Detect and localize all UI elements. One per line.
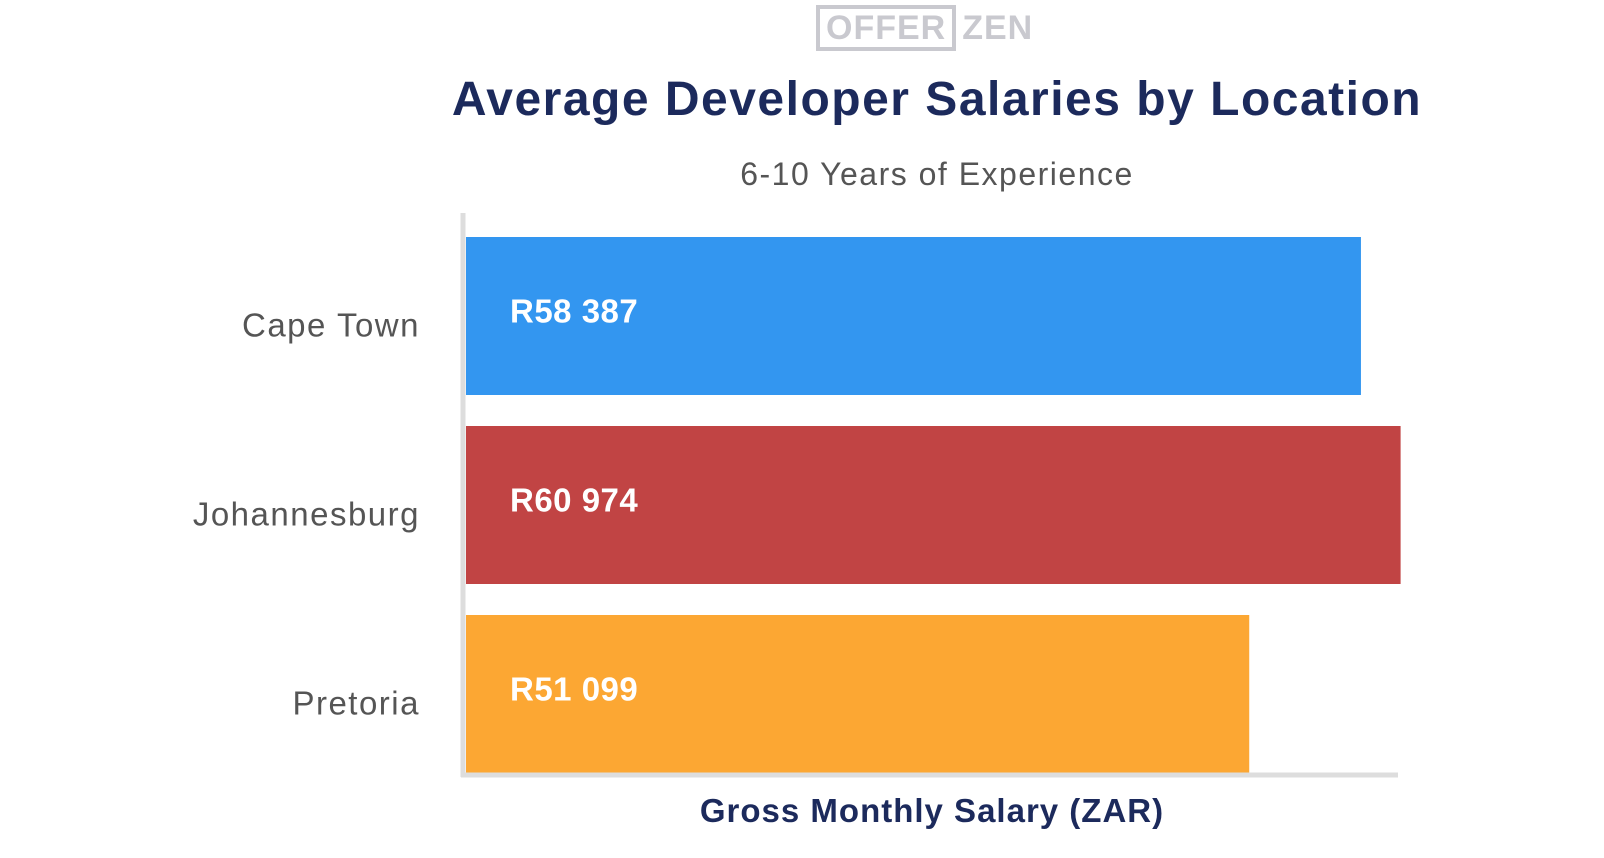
chart-subtitle: 6-10 Years of Experience: [740, 156, 1134, 192]
offerzen-logo: OFFER ZEN: [816, 5, 1034, 51]
bars-group: R58 387 Cape Town R60 974 Johannesburg R51 0…: [193, 237, 1401, 773]
axes-group: [460, 213, 1398, 778]
logo-boxed-text: OFFER: [816, 5, 957, 51]
bar-johannesburg: [466, 426, 1401, 584]
logo-rest-text: ZEN: [962, 9, 1034, 47]
category-label: Pretoria: [292, 685, 420, 722]
value-label: R51 099: [510, 671, 638, 708]
bar-pretoria: [466, 615, 1250, 773]
value-label: R60 974: [510, 482, 638, 519]
x-axis-label: Gross Monthly Salary (ZAR): [699, 792, 1165, 829]
category-label: Johannesburg: [193, 496, 420, 533]
category-label: Cape Town: [242, 307, 420, 344]
bar-cape-town: [466, 237, 1361, 395]
value-label: R58 387: [510, 293, 638, 330]
chart-title: Average Developer Salaries by Location: [451, 73, 1423, 126]
